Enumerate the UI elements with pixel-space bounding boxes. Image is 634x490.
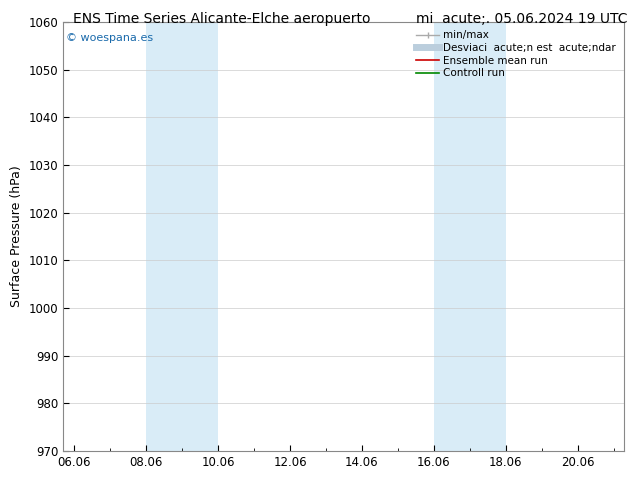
Legend: min/max, Desviaci  acute;n est  acute;ndar, Ensemble mean run, Controll run: min/max, Desviaci acute;n est acute;ndar… (413, 27, 619, 81)
Bar (434, 22, 506, 451)
Bar (146, 22, 218, 451)
Text: ENS Time Series Alicante-Elche aeropuerto: ENS Time Series Alicante-Elche aeropuert… (73, 12, 371, 26)
Y-axis label: Surface Pressure (hPa): Surface Pressure (hPa) (10, 166, 23, 307)
Text: mi  acute;. 05.06.2024 19 UTC: mi acute;. 05.06.2024 19 UTC (416, 12, 628, 26)
Text: © woespana.es: © woespana.es (66, 33, 153, 43)
